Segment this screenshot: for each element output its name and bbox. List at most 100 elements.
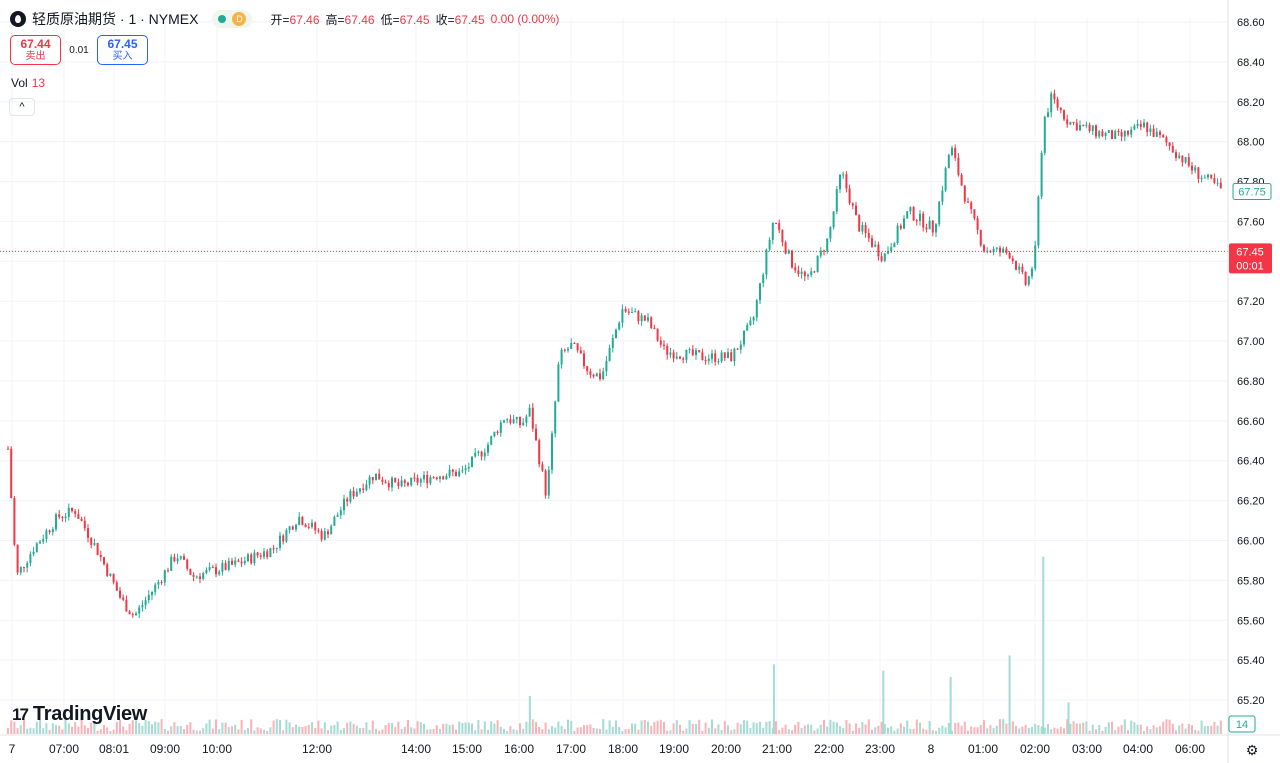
volume-bar bbox=[839, 726, 841, 734]
candle-body bbox=[563, 349, 566, 351]
candle-body bbox=[711, 353, 713, 359]
candle-body bbox=[1117, 131, 1120, 133]
volume-bar bbox=[419, 721, 422, 734]
volume-bar bbox=[736, 722, 739, 734]
candle-body bbox=[1034, 245, 1037, 269]
candle-body bbox=[995, 247, 998, 249]
candle-body bbox=[199, 576, 201, 579]
candle-body bbox=[243, 561, 246, 564]
candle-body bbox=[701, 352, 704, 361]
candle-body bbox=[819, 250, 822, 256]
volume-bar bbox=[813, 730, 816, 734]
volume-label: Vol bbox=[11, 76, 28, 90]
candle-body bbox=[282, 535, 285, 542]
volume-bar bbox=[701, 730, 704, 734]
candle-body bbox=[589, 371, 592, 375]
price-labels: 67.75 67.45 00:01 14 bbox=[1228, 183, 1272, 733]
candle-body bbox=[23, 567, 25, 569]
oil-drop-icon bbox=[10, 11, 26, 27]
volume-bar bbox=[1024, 724, 1027, 734]
volume-bar bbox=[323, 722, 326, 734]
volume-bar bbox=[445, 723, 448, 734]
volume-bar bbox=[538, 726, 541, 734]
ohlc-close: 收=67.45 bbox=[435, 12, 485, 27]
candle-body bbox=[295, 524, 297, 530]
tradingview-logo[interactable]: 17 TradingView bbox=[12, 703, 147, 726]
candle-body bbox=[675, 356, 678, 359]
candle-body bbox=[343, 498, 345, 511]
volume-bar bbox=[1127, 730, 1129, 734]
price-axis[interactable]: 68.6068.4068.2068.0067.8067.6067.4067.20… bbox=[1227, 0, 1280, 763]
candle-body bbox=[803, 271, 806, 277]
candle-body bbox=[461, 470, 464, 472]
volume-bar bbox=[461, 723, 464, 734]
candle-body bbox=[471, 456, 473, 467]
candle-body bbox=[32, 551, 35, 555]
candle-body bbox=[365, 484, 368, 491]
volume-bar bbox=[576, 727, 579, 734]
volume-bar bbox=[519, 723, 521, 734]
candle-body bbox=[855, 205, 857, 216]
volume-bar bbox=[32, 728, 35, 734]
volume-bar bbox=[909, 728, 912, 734]
volume-bar bbox=[951, 730, 953, 734]
candle-body bbox=[810, 271, 813, 276]
candle-body bbox=[1005, 248, 1008, 253]
volume-bar bbox=[637, 729, 640, 734]
candle-body bbox=[1165, 137, 1168, 143]
candle-body bbox=[58, 514, 61, 518]
volume-bar bbox=[1091, 724, 1094, 734]
candle-body bbox=[919, 213, 921, 221]
volume-bar bbox=[474, 730, 477, 734]
volume-bar bbox=[1168, 719, 1171, 734]
candle-body bbox=[80, 518, 83, 521]
volume-bar bbox=[1171, 723, 1174, 734]
candle-body bbox=[349, 490, 352, 502]
candle-body bbox=[915, 220, 918, 222]
volume-bar bbox=[368, 729, 371, 734]
candle-body bbox=[605, 361, 608, 372]
volume-legend[interactable]: Vol 13 bbox=[11, 76, 45, 90]
candle-body bbox=[643, 315, 646, 321]
candle-body bbox=[1210, 174, 1213, 179]
volume-bar bbox=[723, 721, 726, 734]
sell-button[interactable]: 67.44 卖出 bbox=[10, 35, 61, 65]
candle-body bbox=[887, 250, 889, 254]
candle-body bbox=[938, 201, 941, 225]
volume-bar bbox=[698, 719, 701, 734]
volume-bar bbox=[1181, 723, 1184, 734]
time-axis[interactable]: 7 07:00 08:01 09:00 10:00 12:00 14:00 15:00 16:0… bbox=[0, 734, 1280, 756]
volume-bar bbox=[304, 726, 307, 734]
candle-body bbox=[503, 420, 505, 423]
symbol-title[interactable]: 轻质原油期货 · 1 · NYMEX bbox=[32, 11, 199, 27]
volume-bar bbox=[973, 727, 976, 734]
candle-body bbox=[1123, 130, 1126, 137]
candle-body bbox=[327, 531, 329, 535]
volume-bar bbox=[61, 729, 64, 734]
volume-spike bbox=[772, 664, 775, 734]
candle-body bbox=[890, 247, 893, 251]
candle-body bbox=[727, 352, 729, 359]
volume-bar bbox=[506, 730, 509, 734]
candle-body bbox=[781, 230, 784, 243]
candle-body bbox=[746, 325, 749, 331]
volume-bar bbox=[1200, 720, 1203, 734]
market-status[interactable]: D bbox=[212, 10, 253, 28]
volume-bar bbox=[119, 719, 121, 734]
buy-button[interactable]: 67.45 买入 bbox=[97, 35, 148, 65]
candle-body bbox=[695, 350, 697, 356]
volume-bar bbox=[48, 729, 51, 734]
candle-body bbox=[787, 250, 790, 254]
candle-body bbox=[867, 233, 870, 239]
candle-body bbox=[480, 451, 483, 457]
collapse-legend-button[interactable]: ^ bbox=[9, 98, 35, 116]
volume-bar bbox=[1117, 726, 1120, 734]
gear-icon[interactable]: ⚙ bbox=[1245, 742, 1259, 758]
volume-bar bbox=[122, 726, 125, 734]
candle-body bbox=[387, 483, 390, 488]
candle-body bbox=[1114, 131, 1117, 139]
volume-bar bbox=[771, 728, 774, 734]
candle-body bbox=[807, 275, 809, 277]
candle-body bbox=[576, 343, 579, 351]
